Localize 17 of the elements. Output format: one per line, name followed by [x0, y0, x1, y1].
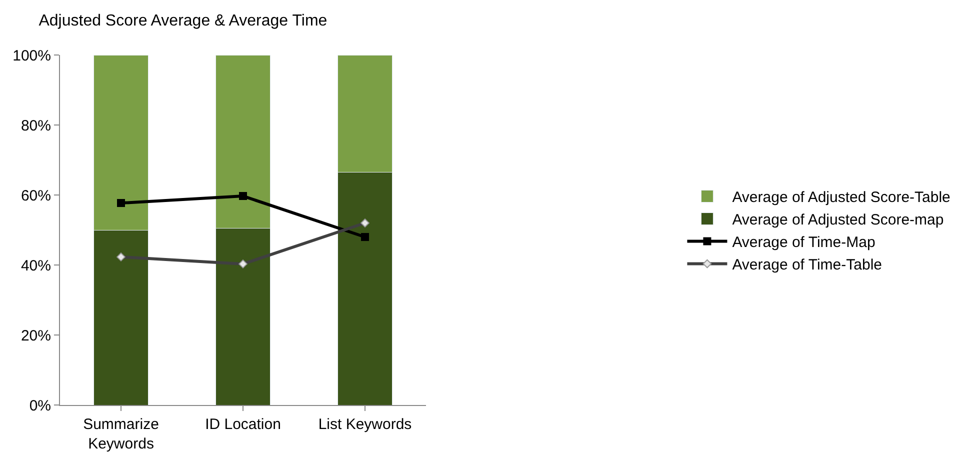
x-tick-label: Summarize Keywords [83, 416, 159, 452]
y-tick-label: 60% [20, 187, 51, 204]
x-tick-label: ID Location [205, 416, 281, 433]
point [361, 233, 369, 241]
legend-label: Average of Time-Map [732, 234, 876, 252]
chart-title: Adjusted Score Average & Average Time [38, 12, 328, 30]
y-tick-label: 0% [29, 397, 51, 414]
x-tick-label: List Keywords [318, 416, 412, 433]
legend-label: Average of Adjusted Score-Table [732, 189, 950, 206]
point [239, 192, 247, 200]
y-tick-label: 40% [20, 257, 51, 274]
y-tick-label: 100% [12, 47, 51, 64]
legend-label: Average of Time-Table [732, 256, 882, 274]
y-tick-label: 80% [20, 117, 51, 134]
y-tick-label: 20% [20, 327, 51, 344]
point [117, 199, 125, 208]
legend-label: Average of Adjusted Score-map [732, 212, 944, 229]
